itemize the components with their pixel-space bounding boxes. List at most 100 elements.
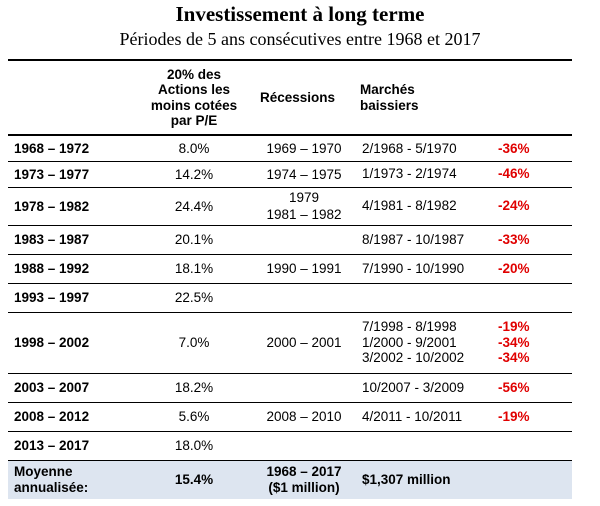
returns-table: 20% des Actions les moins cotées par P/E… xyxy=(8,59,572,499)
header-row: 20% des Actions les moins cotées par P/E… xyxy=(8,60,572,135)
table-row: 2013 – 2017 18.0% xyxy=(8,431,572,460)
decline-cell: -56% xyxy=(494,373,572,402)
header-pe-line: Actions les xyxy=(157,82,231,97)
header-pe-line: 20% des xyxy=(166,66,222,82)
period-cell: 1973 – 1977 xyxy=(14,166,90,182)
bear-market-line: 7/1990 - 10/1990 xyxy=(362,260,465,276)
period-cell: 1998 – 2002 xyxy=(14,335,90,350)
decline-cell: -19% -34% -34% xyxy=(494,312,572,373)
bear-market-cell: 7/1990 - 10/1990 xyxy=(354,254,494,283)
bear-market-cell xyxy=(354,283,494,312)
bear-market-line: 4/2011 - 10/2011 xyxy=(362,408,463,424)
bear-market-cell: 7/1998 - 8/1998 1/2000 - 9/2001 3/2002 - 1… xyxy=(354,312,494,373)
decline-cell: -20% xyxy=(494,254,572,283)
period-cell: 2008 – 2012 xyxy=(14,409,90,424)
header-pct xyxy=(494,60,572,135)
recession-cell: 2000 – 2001 xyxy=(254,312,354,373)
table-row: 1983 – 1987 20.1% 8/1987 - 10/1987 -33% xyxy=(8,225,572,254)
decline-cell: -46% xyxy=(494,161,572,187)
bear-market-line: 2/1968 - 5/1970 xyxy=(362,140,457,156)
header-markets-line: baissiers xyxy=(360,97,419,113)
footer-recessions-line: 1968 – 2017 xyxy=(266,463,342,479)
decline-value: -20% xyxy=(498,260,530,276)
recession-cell xyxy=(254,431,354,460)
header-recessions: Récessions xyxy=(260,89,336,105)
period-cell: 1993 – 1997 xyxy=(14,290,90,305)
pe-cell: 18.2% xyxy=(174,380,214,395)
pe-cell: 8.0% xyxy=(178,140,210,156)
bear-market-line: 8/1987 - 10/1987 xyxy=(362,231,465,247)
period-cell: 2013 – 2017 xyxy=(14,438,90,453)
pe-cell: 14.2% xyxy=(174,166,214,182)
bear-market-line: 1/1973 - 2/1974 xyxy=(362,166,457,182)
period-cell: 1988 – 1992 xyxy=(14,261,90,276)
bear-market-line: 10/2007 - 3/2009 xyxy=(362,379,465,395)
pe-cell: 24.4% xyxy=(174,198,214,214)
decline-cell: -24% xyxy=(494,187,572,225)
recession-line: 1990 – 1991 xyxy=(266,261,342,276)
decline-cell: -36% xyxy=(494,135,572,161)
recession-cell: 1969 – 1970 xyxy=(254,135,354,161)
table-row: 1973 – 1977 14.2% 1974 – 1975 1/1973 - 2/19… xyxy=(8,161,572,187)
bear-market-cell: 10/2007 - 3/2009 xyxy=(354,373,494,402)
page-subtitle: Périodes de 5 ans consécutives entre 196… xyxy=(119,29,481,49)
decline-cell: -33% xyxy=(494,225,572,254)
bear-market-line: 7/1998 - 8/1998 xyxy=(362,319,457,335)
page-title: Investissement à long terme xyxy=(175,2,425,26)
header-pe: 20% des Actions les moins cotées par P/E xyxy=(134,60,254,135)
decline-value: -46% xyxy=(498,166,530,182)
recession-line: 2008 – 2010 xyxy=(266,409,342,424)
footer-label-line: Moyenne xyxy=(14,463,73,479)
recession-line: 1979 xyxy=(288,190,320,205)
decline-value: -34% xyxy=(498,350,530,366)
decline-value: -36% xyxy=(498,140,530,156)
footer-markets: $1,307 million xyxy=(362,471,451,487)
header-period xyxy=(8,60,134,135)
header-markets-line: Marchés xyxy=(360,82,415,97)
table-row: 1968 – 1972 8.0% 1969 – 1970 2/1968 - 5/197… xyxy=(8,135,572,161)
decline-cell: -19% xyxy=(494,402,572,431)
table-row: 1978 – 1982 24.4% 1979 1981 – 1982 4/1981 - … xyxy=(8,187,572,225)
footer-empty xyxy=(494,460,572,499)
pe-cell: 5.6% xyxy=(178,409,210,424)
decline-value: -34% xyxy=(498,334,530,350)
bear-market-line: 3/2002 - 10/2002 xyxy=(362,350,465,366)
decline-value: -19% xyxy=(498,319,530,335)
footer-recessions: 1968 – 2017 ($1 million) xyxy=(254,460,354,499)
footer-recessions-line: ($1 million) xyxy=(268,479,340,495)
recession-cell xyxy=(254,373,354,402)
table-row: 2003 – 2007 18.2% 10/2007 - 3/2009 -56% xyxy=(8,373,572,402)
pe-cell: 7.0% xyxy=(178,335,210,350)
table-row: 1998 – 2002 7.0% 2000 – 2001 7/1998 - 8/199… xyxy=(8,312,572,373)
bear-market-cell: 4/2011 - 10/2011 xyxy=(354,402,494,431)
recession-line: 1981 – 1982 xyxy=(266,207,342,222)
recession-cell: 2008 – 2010 xyxy=(254,402,354,431)
recession-line: 1969 – 1970 xyxy=(266,140,342,156)
header-pe-line: par P/E xyxy=(170,113,218,128)
decline-value: -33% xyxy=(498,231,530,247)
bear-market-line: 4/1981 - 8/1982 xyxy=(362,198,457,214)
recession-cell xyxy=(254,225,354,254)
period-cell: 1978 – 1982 xyxy=(14,198,90,214)
footer-label: Moyenne annualisée: xyxy=(8,460,134,499)
footer-label-line: annualisée: xyxy=(14,479,89,495)
header-pe-line: moins cotées xyxy=(150,97,238,113)
pe-cell: 18.1% xyxy=(174,261,214,276)
period-cell: 1983 – 1987 xyxy=(14,232,90,247)
recession-line: 1974 – 1975 xyxy=(266,166,342,182)
pe-cell: 20.1% xyxy=(174,232,214,247)
period-cell: 2003 – 2007 xyxy=(14,380,90,395)
table-row: 1988 – 1992 18.1% 1990 – 1991 7/1990 - 10/1… xyxy=(8,254,572,283)
period-cell: 1968 – 1972 xyxy=(14,140,90,156)
bear-market-cell: 1/1973 - 2/1974 xyxy=(354,161,494,187)
decline-value: -56% xyxy=(498,379,530,395)
bear-market-cell xyxy=(354,431,494,460)
decline-value: -24% xyxy=(498,198,530,214)
bear-market-cell: 8/1987 - 10/1987 xyxy=(354,225,494,254)
bear-market-line: 1/2000 - 9/2001 xyxy=(362,334,457,350)
pe-cell: 18.0% xyxy=(174,438,214,453)
recession-cell: 1979 1981 – 1982 xyxy=(254,187,354,225)
table-row: 2008 – 2012 5.6% 2008 – 2010 4/2011 - 10/20… xyxy=(8,402,572,431)
bear-market-cell: 2/1968 - 5/1970 xyxy=(354,135,494,161)
recession-line: 2000 – 2001 xyxy=(266,335,342,350)
